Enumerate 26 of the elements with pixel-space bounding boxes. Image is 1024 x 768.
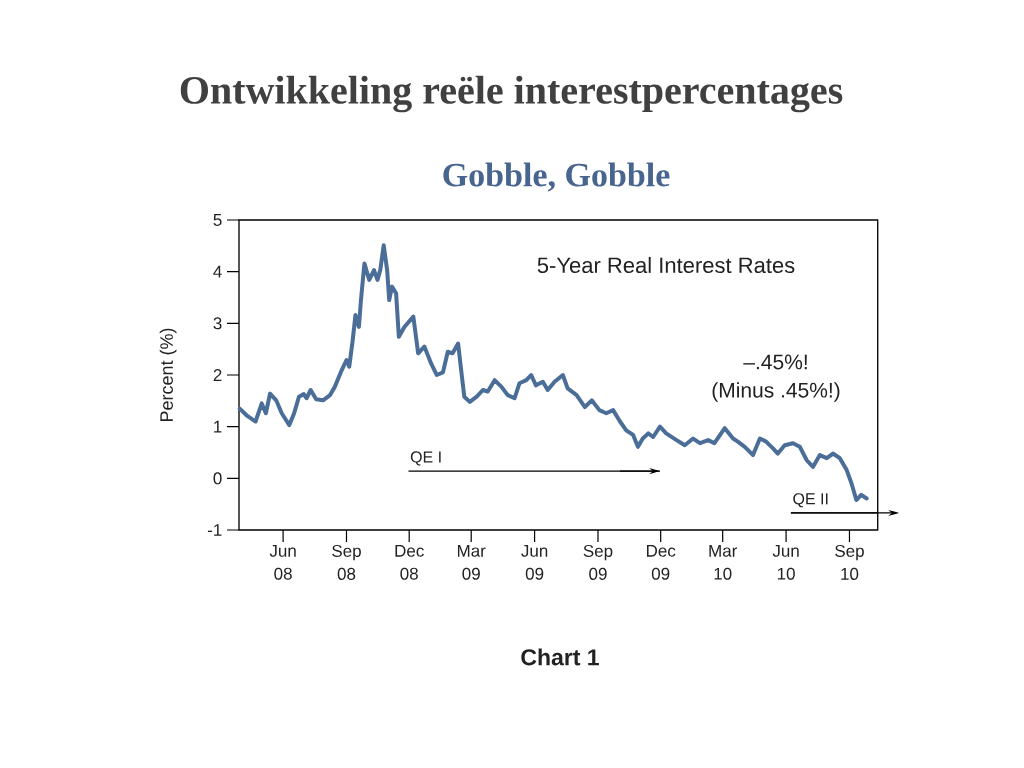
x-tick-label: Jun 08 — [269, 544, 296, 580]
y-tick-label: -1 — [207, 524, 222, 536]
series-label: QE II — [793, 493, 828, 508]
y-tick-label: 4 — [213, 265, 222, 278]
x-tick-label: Dec 08 — [395, 544, 424, 580]
caption: Chart 1 — [521, 648, 599, 666]
annotation: (Minus .45%!) — [712, 382, 840, 402]
x-tick-label: Jun 09 — [521, 544, 548, 580]
y-tick-label: 1 — [214, 420, 222, 433]
y-axis-title: Percent (%) — [159, 328, 177, 422]
x-tick-label: Dec 09 — [646, 544, 676, 580]
y-tick-label: 2 — [213, 369, 222, 381]
annotation: –.45%! — [743, 354, 807, 370]
y-tick-label: 5 — [213, 214, 222, 226]
annotation: 5-Year Real Interest Rates — [537, 256, 795, 274]
x-tick-label: Sep 09 — [583, 544, 613, 580]
chart-subtitle: Gobble, Gobble — [443, 162, 670, 192]
x-tick-label: Mar 10 — [709, 544, 738, 580]
y-tick-label: 3 — [213, 317, 222, 330]
x-tick-label: Mar 09 — [457, 544, 486, 580]
x-tick-label: Jun 10 — [772, 544, 799, 580]
chart-title: Ontwikkeling reële interestpercentages — [180, 75, 843, 113]
y-tick-label: 0 — [213, 472, 222, 485]
series-label: QE I — [410, 451, 441, 466]
x-tick-label: Sep 08 — [332, 544, 361, 580]
x-tick-label: Sep 10 — [835, 544, 864, 580]
